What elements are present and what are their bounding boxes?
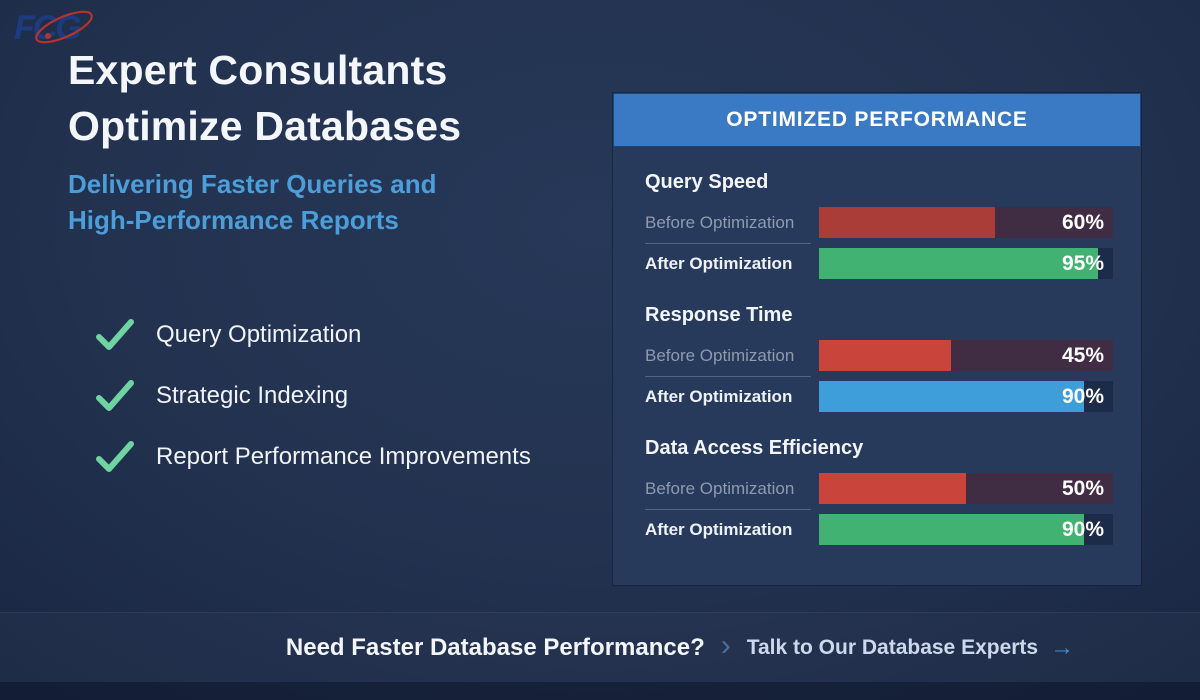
check-item-label: Report Performance Improvements: [156, 442, 531, 470]
bar-label-after: After Optimization: [645, 386, 793, 406]
bar-row-before: Before Optimization 45%: [645, 340, 1113, 377]
bar-value: 50%: [1061, 477, 1104, 500]
metric-title: Query Speed: [645, 171, 769, 193]
bar-row-after: After Optimization 95%: [645, 248, 1113, 279]
metric-section-response-time: Response Time Before Optimization 45% Af…: [645, 304, 1113, 412]
bottom-strip: [0, 682, 1200, 700]
bar-fill: [819, 381, 1084, 412]
bar-track: 60%: [819, 207, 1113, 238]
feature-checklist: Query Optimization Strategic Indexing Re…: [96, 316, 531, 475]
bar-fill: [819, 514, 1084, 545]
list-item: Report Performance Improvements: [96, 438, 531, 475]
bar-value: 90%: [1061, 385, 1104, 408]
panel-header: OPTIMIZED PERFORMANCE: [613, 93, 1141, 147]
metric-title: Response Time: [645, 304, 793, 326]
bar-fill: [819, 207, 996, 238]
check-item-label: Query Optimization: [156, 320, 362, 348]
checkmark-icon: [96, 318, 134, 350]
page-title-line2: Optimize Databases: [68, 103, 462, 149]
bar-label-before: Before Optimization: [645, 478, 795, 498]
bar-value: 95%: [1061, 252, 1104, 275]
bar-label-before: Before Optimization: [645, 345, 795, 365]
metric-section-query-speed: Query Speed Before Optimization 60% Afte…: [645, 171, 1113, 279]
check-item-label: Strategic Indexing: [156, 381, 349, 409]
bar-track: 90%: [819, 514, 1113, 545]
bar-label-after: After Optimization: [645, 519, 793, 539]
bar-row-after: After Optimization 90%: [645, 381, 1113, 412]
bar-row-before: Before Optimization 50%: [645, 473, 1113, 510]
bar-row-before: Before Optimization 60%: [645, 207, 1113, 244]
talk-to-experts-link[interactable]: Talk to Our Database Experts →: [747, 634, 1074, 662]
logo-orbit-icon: [35, 10, 93, 44]
bar-label-after: After Optimization: [645, 253, 793, 273]
bar-track: 50%: [819, 473, 1113, 504]
metric-title: Data Access Efficiency: [645, 437, 864, 459]
bar-value: 60%: [1061, 211, 1104, 234]
page-subtitle: Delivering Faster Queries and High-Perfo…: [68, 166, 436, 238]
list-item: Strategic Indexing: [96, 377, 531, 414]
page-subtitle-line1: Delivering Faster Queries and: [68, 169, 437, 199]
bar-track: 90%: [819, 381, 1113, 412]
page-title: Expert Consultants Optimize Databases: [68, 42, 461, 154]
performance-panel: OPTIMIZED PERFORMANCE Query Speed Before…: [613, 93, 1141, 585]
panel-header-title: OPTIMIZED PERFORMANCE: [726, 108, 1028, 131]
bar-track: 95%: [819, 248, 1113, 279]
checkmark-icon: [96, 379, 134, 411]
panel-body: Query Speed Before Optimization 60% Afte…: [613, 147, 1141, 545]
bar-fill: [819, 248, 1099, 279]
chevron-right-icon: ›: [720, 628, 731, 662]
fcg-logo-text: FCG: [14, 9, 82, 47]
page-subtitle-line2: High-Performance Reports: [68, 205, 399, 235]
list-item: Query Optimization: [96, 316, 531, 353]
talk-to-experts-label: Talk to Our Database Experts: [746, 635, 1039, 659]
bar-label-before: Before Optimization: [645, 212, 795, 232]
bar-fill: [819, 340, 952, 371]
bar-track: 45%: [819, 340, 1113, 371]
bar-value: 90%: [1061, 518, 1104, 541]
bar-fill: [819, 473, 966, 504]
page-title-line1: Expert Consultants: [68, 47, 448, 93]
checkmark-icon: [96, 440, 134, 472]
fcg-logo: FCG: [10, 4, 96, 54]
metric-section-data-access: Data Access Efficiency Before Optimizati…: [645, 437, 1113, 545]
footer-question: Need Faster Database Performance?: [285, 633, 705, 661]
arrow-right-icon: →: [1050, 633, 1075, 661]
bar-row-after: After Optimization 90%: [645, 514, 1113, 545]
footer-cta-bar: Need Faster Database Performance? › Talk…: [0, 612, 1200, 682]
bar-value: 45%: [1061, 344, 1104, 367]
